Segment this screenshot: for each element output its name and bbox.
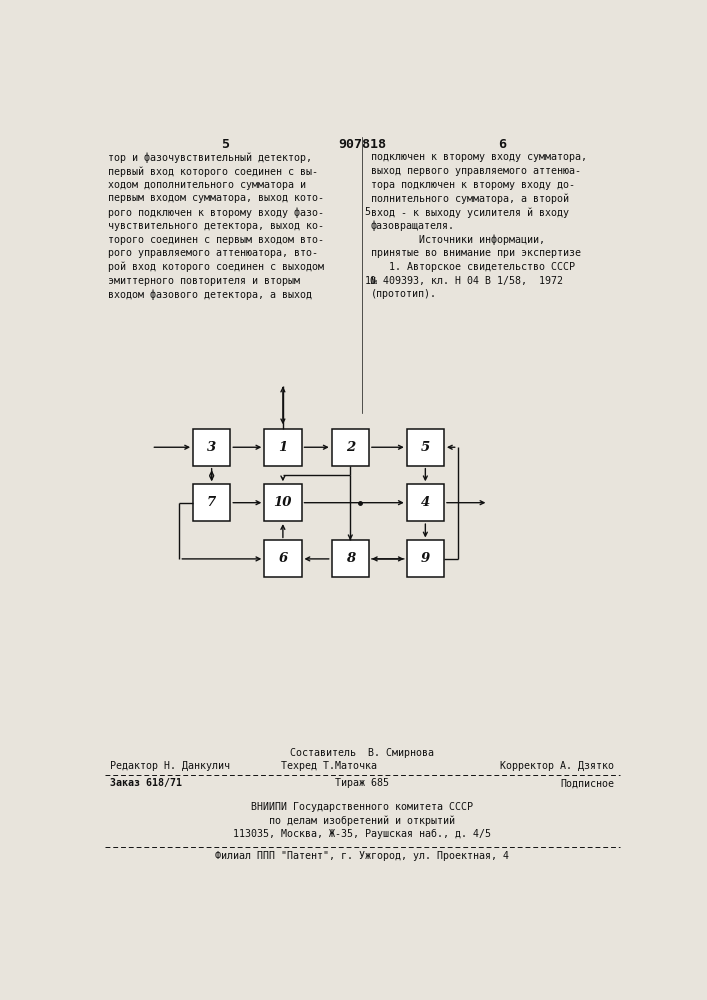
Text: фазовращателя.: фазовращателя. — [370, 221, 455, 231]
Text: 10: 10 — [274, 496, 292, 509]
Text: принятые во внимание при экспертизе: принятые во внимание при экспертизе — [370, 248, 580, 258]
Text: торого соединен с первым входом вто-: торого соединен с первым входом вто- — [107, 235, 324, 245]
Text: ВНИИПИ Государственного комитета СССР: ВНИИПИ Государственного комитета СССР — [251, 802, 474, 812]
Text: 1. Авторское свидетельство СССР: 1. Авторское свидетельство СССР — [370, 262, 575, 272]
Text: 4: 4 — [421, 496, 430, 509]
Text: рого подключен к второму входу фазо-: рого подключен к второму входу фазо- — [107, 207, 324, 218]
Text: чувствительного детектора, выход ко-: чувствительного детектора, выход ко- — [107, 221, 324, 231]
Text: 6: 6 — [279, 552, 288, 565]
Text: тора подключен к второму входу до-: тора подключен к второму входу до- — [370, 180, 575, 190]
Bar — [407, 429, 444, 466]
Text: Источники информации,: Источники информации, — [370, 235, 544, 245]
Bar — [264, 484, 301, 521]
Bar — [193, 429, 230, 466]
Text: 907818: 907818 — [339, 138, 386, 151]
Text: 113035, Москва, Ж-35, Раушская наб., д. 4/5: 113035, Москва, Ж-35, Раушская наб., д. … — [233, 829, 491, 839]
Bar — [264, 540, 301, 577]
Text: (прототип).: (прототип). — [370, 289, 436, 299]
Text: 5: 5 — [365, 207, 370, 217]
Text: 1: 1 — [279, 441, 288, 454]
Text: Техред Т.Маточка: Техред Т.Маточка — [281, 761, 378, 771]
Text: 6: 6 — [498, 138, 506, 151]
Text: Корректор А. Дзятко: Корректор А. Дзятко — [501, 761, 614, 771]
Text: полнительного сумматора, а второй: полнительного сумматора, а второй — [370, 193, 568, 204]
Bar — [407, 484, 444, 521]
Bar — [193, 484, 230, 521]
Text: Заказ 618/71: Заказ 618/71 — [110, 778, 182, 788]
Text: входом фазового детектора, а выход: входом фазового детектора, а выход — [107, 289, 312, 300]
Text: 7: 7 — [207, 496, 216, 509]
Text: 5: 5 — [221, 138, 229, 151]
Bar — [407, 540, 444, 577]
Text: выход первого управляемого аттенюа-: выход первого управляемого аттенюа- — [370, 166, 580, 176]
Text: 3: 3 — [207, 441, 216, 454]
Text: 8: 8 — [346, 552, 355, 565]
Text: подключен к второму входу сумматора,: подключен к второму входу сумматора, — [370, 152, 587, 162]
Text: рой вход которого соединен с выходом: рой вход которого соединен с выходом — [107, 262, 324, 272]
Text: Филиал ППП "Патент", г. Ужгород, ул. Проектная, 4: Филиал ППП "Патент", г. Ужгород, ул. Про… — [216, 851, 509, 861]
Text: № 409393, кл. Н 04 В 1/58,  1972: № 409393, кл. Н 04 В 1/58, 1972 — [370, 276, 563, 286]
Text: Подписное: Подписное — [561, 778, 614, 788]
Text: вход - к выходу усилителя й входу: вход - к выходу усилителя й входу — [370, 207, 568, 218]
Text: эмиттерного повторителя и вторым: эмиттерного повторителя и вторым — [107, 276, 300, 286]
Text: 2: 2 — [346, 441, 355, 454]
Bar — [332, 540, 369, 577]
Text: Тираж 685: Тираж 685 — [335, 778, 390, 788]
Text: 9: 9 — [421, 552, 430, 565]
Text: рого управляемого аттенюатора, вто-: рого управляемого аттенюатора, вто- — [107, 248, 317, 258]
Text: тор и фазочувствительный детектор,: тор и фазочувствительный детектор, — [107, 152, 312, 163]
Text: ходом дополнительного сумматора и: ходом дополнительного сумматора и — [107, 180, 305, 190]
Text: Редактор Н. Данкулич: Редактор Н. Данкулич — [110, 761, 230, 771]
Text: по делам изобретений и открытий: по делам изобретений и открытий — [269, 815, 455, 826]
Text: первый вход которого соединен с вы-: первый вход которого соединен с вы- — [107, 166, 317, 177]
Text: 5: 5 — [421, 441, 430, 454]
Text: 10: 10 — [365, 276, 377, 286]
Bar — [332, 429, 369, 466]
Text: первым входом сумматора, выход кото-: первым входом сумматора, выход кото- — [107, 193, 324, 203]
Bar — [264, 429, 301, 466]
Text: Составитель  В. Смирнова: Составитель В. Смирнова — [291, 748, 434, 758]
